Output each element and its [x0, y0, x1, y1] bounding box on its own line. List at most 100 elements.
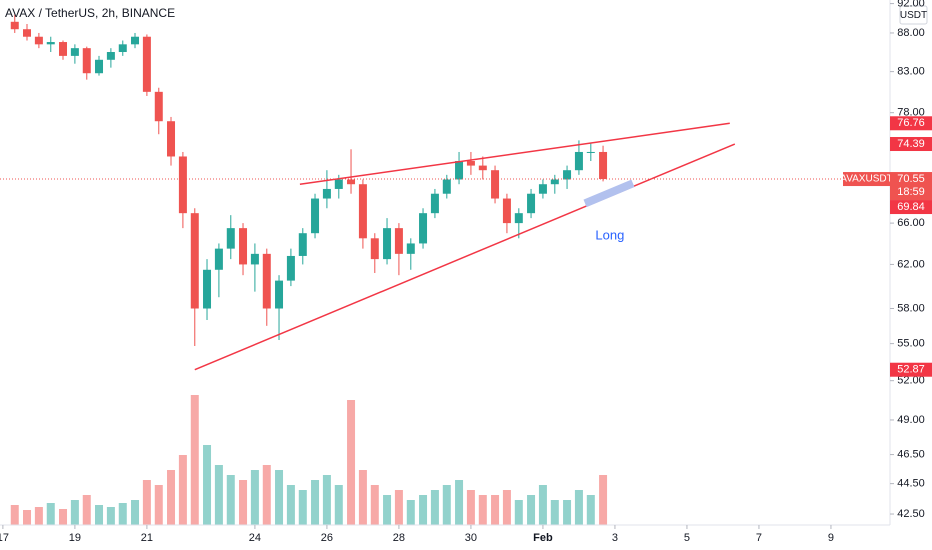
volume-bar	[455, 480, 464, 525]
x-tick-label: Feb	[533, 532, 553, 544]
candle-body	[370, 238, 379, 260]
candle-body	[430, 193, 439, 214]
volume-bar	[154, 485, 163, 525]
volume-bar	[167, 470, 176, 525]
volume-bar	[491, 495, 500, 525]
y-tick-label: 83.00	[897, 66, 925, 78]
volume-bar	[106, 507, 115, 525]
y-tick-label: 44.50	[897, 478, 925, 490]
candle-body	[190, 213, 199, 309]
volume-bar	[406, 500, 415, 525]
candle-body	[322, 188, 331, 199]
volume-bar	[59, 509, 68, 525]
candle-body	[550, 179, 559, 185]
volume-bar	[286, 485, 295, 525]
x-tick-label: 17	[0, 532, 9, 544]
candle-body	[34, 36, 43, 45]
volume-bar	[563, 500, 572, 525]
candle-body	[491, 170, 500, 199]
position-marker	[583, 179, 635, 208]
volume-bar	[131, 500, 140, 525]
volume-bar	[190, 395, 199, 525]
volume-bar	[514, 500, 523, 525]
candle-body	[23, 29, 32, 37]
volume-bar	[442, 485, 451, 525]
y-tick-label: 92.00	[897, 0, 925, 9]
candle-body	[46, 42, 55, 45]
price-label: 69.84	[897, 201, 925, 213]
volume-bar	[347, 400, 356, 525]
x-tick-label: 3	[612, 532, 618, 544]
volume-bar	[10, 505, 19, 525]
candle-body	[599, 151, 608, 180]
price-label: 74.39	[897, 138, 925, 150]
volume-bar	[95, 505, 104, 525]
candle-body	[286, 255, 295, 281]
candle-body	[226, 228, 235, 249]
chart-title: AVAX / TetherUS, 2h, BINANCE	[5, 6, 175, 20]
candle-body	[563, 170, 572, 180]
candle-body	[347, 179, 356, 185]
candle-body	[131, 36, 140, 45]
last-price-box	[890, 172, 932, 201]
x-tick-label: 21	[141, 532, 153, 544]
candle-body	[394, 228, 403, 254]
candle-body	[10, 21, 19, 30]
candle-body	[574, 151, 583, 171]
price-label: 52.87	[897, 364, 925, 376]
volume-bar	[358, 470, 367, 525]
volume-bar	[23, 510, 32, 525]
volume-bar	[311, 480, 320, 525]
price-label-box	[890, 116, 932, 131]
volume-bar	[82, 495, 91, 525]
volume-bar	[538, 485, 547, 525]
volume-bar	[550, 500, 559, 525]
symbol-label: AVAXUSDT	[840, 174, 892, 185]
y-tick-label: 88.00	[897, 27, 925, 39]
volume-bar	[466, 490, 475, 525]
volume-bar	[574, 490, 583, 525]
volume-bar	[322, 475, 331, 525]
volume-bar	[34, 507, 43, 525]
y-tick-label: 49.00	[897, 414, 925, 426]
candle-body	[419, 213, 428, 244]
volume-bar	[334, 485, 343, 525]
price-label-box	[890, 137, 932, 152]
trend-line	[194, 143, 736, 371]
y-tick-label: 42.50	[897, 508, 925, 520]
candle-body	[95, 59, 104, 74]
candle-body	[70, 48, 79, 56]
candle-body	[214, 248, 223, 270]
y-tick-label: 78.00	[897, 107, 925, 119]
volume-bar	[178, 455, 187, 525]
volume-bar	[527, 495, 536, 525]
x-tick-label: 5	[684, 532, 690, 544]
y-tick-label: 55.00	[897, 338, 925, 350]
volume-bar	[250, 470, 259, 525]
y-tick-label: 58.00	[897, 302, 925, 314]
candle-body	[527, 193, 536, 214]
currency-box	[899, 5, 928, 25]
volume-bar	[226, 475, 235, 525]
volume-bar	[298, 490, 307, 525]
x-tick-label: 9	[828, 532, 834, 544]
candle-body	[262, 253, 271, 309]
x-tick-label: 26	[321, 532, 333, 544]
currency: USDT	[900, 10, 927, 21]
candle-body	[154, 91, 163, 122]
price-label-box	[890, 362, 932, 377]
plot-area: Long	[10, 14, 736, 525]
volume-bar	[430, 490, 439, 525]
volume-bar	[203, 445, 212, 525]
x-tick-label: 7	[756, 532, 762, 544]
y-tick-label: 52.00	[897, 375, 925, 387]
candle-body	[586, 151, 595, 153]
candle-body	[239, 228, 248, 265]
candle-body	[311, 198, 320, 234]
candle-body	[118, 44, 127, 53]
candle-body	[250, 253, 259, 265]
x-tick-label: 24	[249, 532, 261, 544]
volume-bar	[262, 465, 271, 525]
